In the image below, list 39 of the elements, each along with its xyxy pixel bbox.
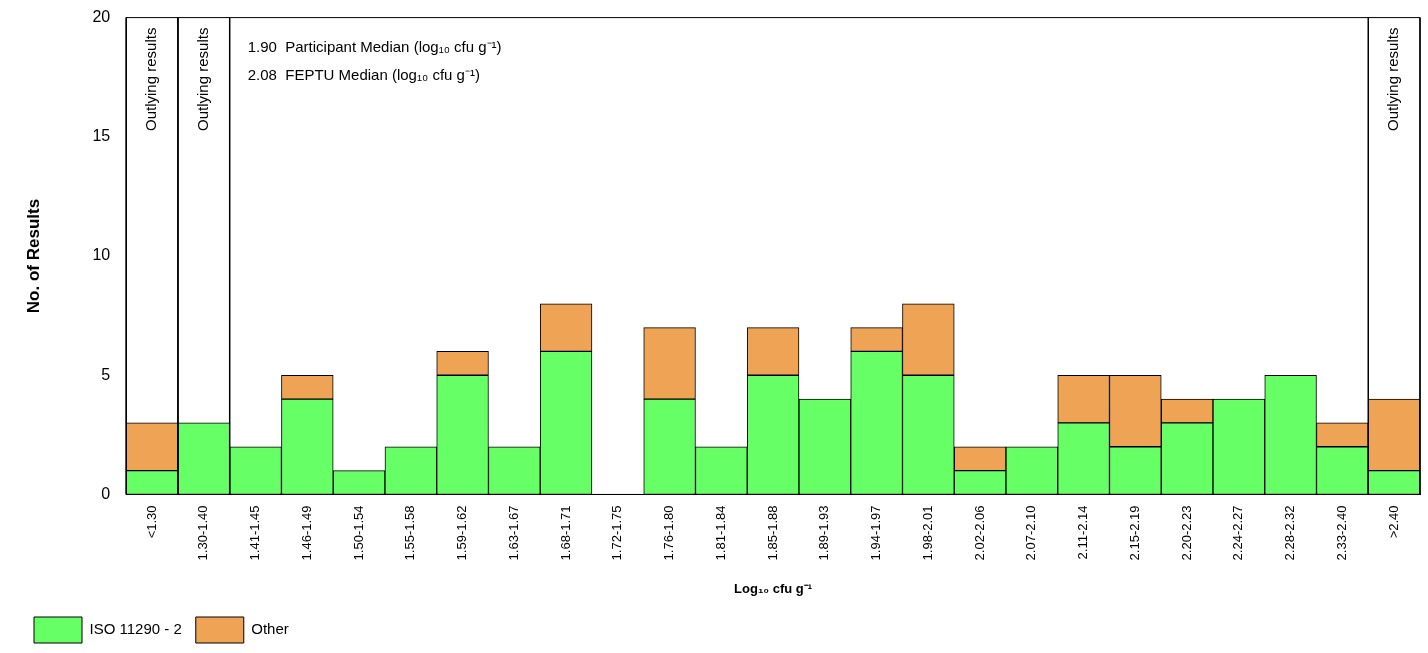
x-tick-label: 1.55-1.58 — [402, 505, 418, 561]
x-tick-label: 1.59-1.62 — [454, 505, 470, 561]
annotation: 2.08 FEPTU Median (log₁₀ cfu g⁻¹) — [247, 65, 480, 83]
x-tick-label: 2.11-2.14 — [1075, 505, 1091, 560]
x-tick-label: 2.24-2.27 — [1230, 505, 1246, 561]
x-tick-label: 1.72-1.75 — [609, 505, 625, 561]
y-tick-label: 15 — [92, 127, 111, 145]
x-tick-label: 1.41-1.45 — [247, 505, 263, 561]
annotation: 1.90 Participant Median (log₁₀ cfu g⁻¹) — [247, 37, 502, 55]
x-tick-label: 1.30-1.40 — [195, 505, 211, 561]
x-tick-label: 2.15-2.19 — [1126, 505, 1142, 561]
x-tick-label: 1.98-2.01 — [919, 505, 935, 561]
x-tick-label: 1.76-1.80 — [661, 505, 677, 561]
x-tick-label: 2.07-2.10 — [1023, 505, 1039, 561]
x-axis-title: Log₁₀ cfu g⁻¹ — [734, 580, 813, 596]
y-axis-title: No. of Results — [23, 198, 43, 314]
x-tick-label: 2.28-2.32 — [1282, 505, 1298, 561]
x-tick-label: 1.94-1.97 — [868, 505, 884, 561]
x-tick-label: 2.02-2.06 — [971, 505, 987, 561]
x-tick-label: <1.30 — [143, 505, 159, 539]
x-tick-label: 1.63-1.67 — [505, 505, 521, 561]
x-tick-label: 1.85-1.88 — [764, 505, 780, 561]
annotation: Outlying results — [193, 27, 211, 131]
annotation: Outlying results — [1384, 27, 1402, 131]
x-tick-label: 1.89-1.93 — [816, 505, 832, 561]
x-tick-label: 2.20-2.23 — [1178, 505, 1194, 561]
x-tick-label: 1.68-1.71 — [557, 505, 573, 561]
legend-label: Other — [251, 620, 289, 638]
y-tick-label: 20 — [92, 8, 111, 26]
annotation: Outlying results — [142, 27, 160, 131]
x-tick-label: >2.40 — [1385, 505, 1401, 539]
y-tick-label: 5 — [101, 365, 111, 383]
legend-label: ISO 11290 - 2 — [89, 620, 182, 638]
x-tick-label: 1.81-1.84 — [712, 505, 728, 561]
y-tick-label: 10 — [92, 246, 111, 264]
x-tick-label: 2.33-2.40 — [1333, 505, 1349, 561]
x-tick-label: 1.50-1.54 — [350, 505, 366, 561]
x-tick-label: 1.46-1.49 — [298, 505, 314, 561]
y-tick-label: 0 — [101, 484, 111, 502]
